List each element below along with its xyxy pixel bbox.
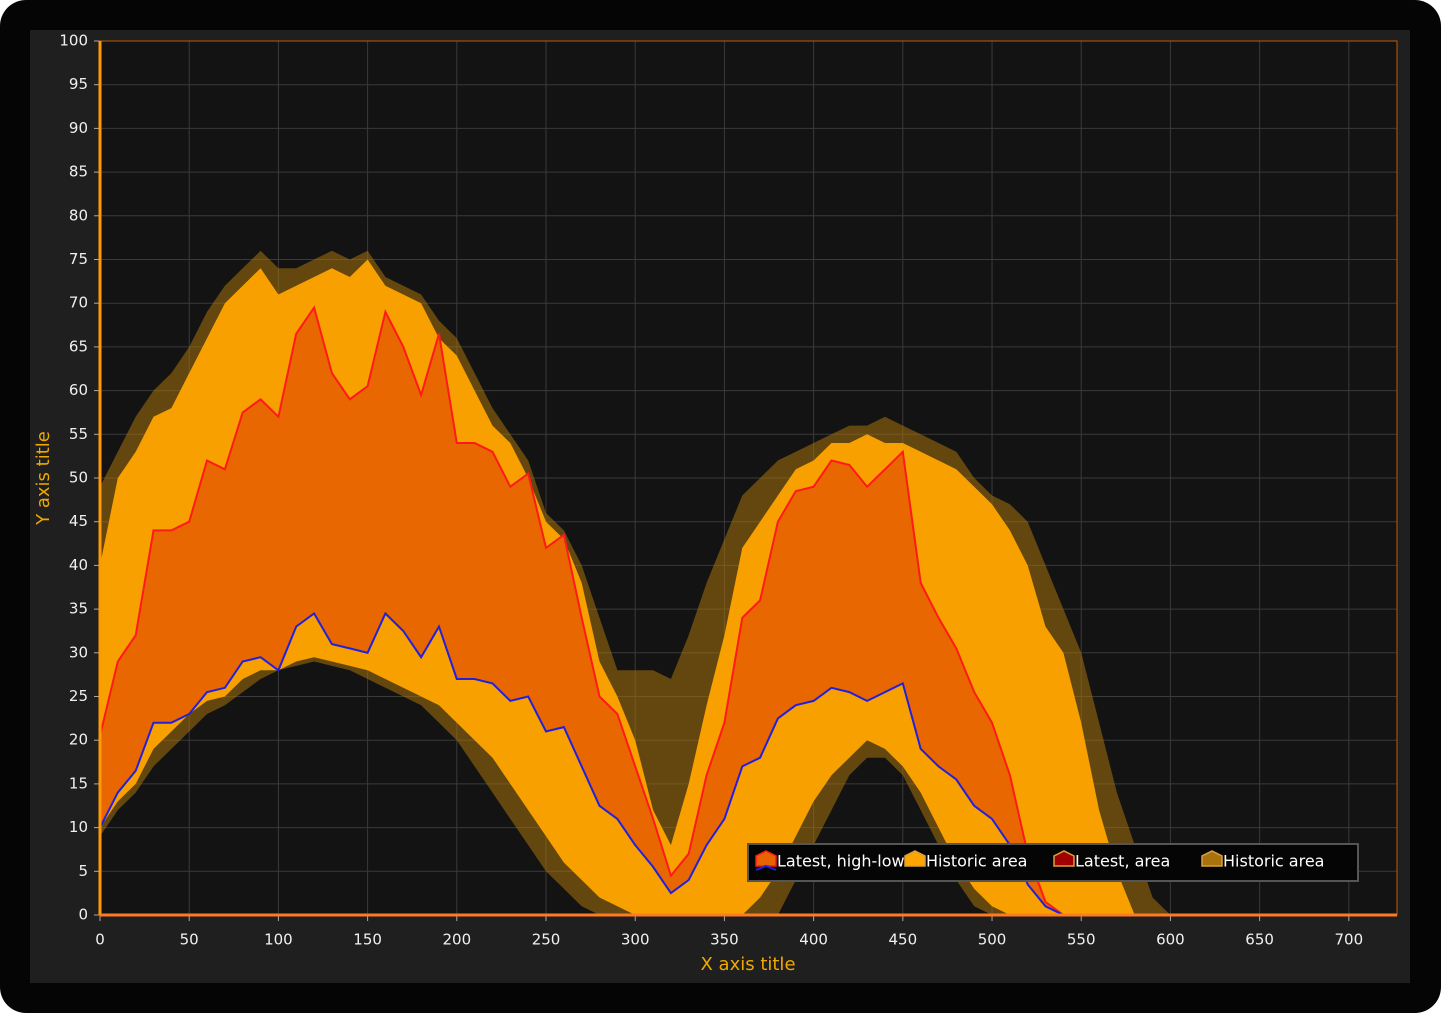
y-tick-label: 35	[69, 600, 88, 618]
y-tick-label: 85	[69, 163, 88, 181]
y-tick-label: 0	[78, 906, 88, 924]
y-tick-label: 10	[69, 818, 88, 836]
x-tick-label: 700	[1335, 931, 1364, 949]
y-tick-label: 20	[69, 731, 88, 749]
y-tick-label: 5	[78, 862, 88, 880]
y-tick-label: 15	[69, 774, 88, 792]
legend-icon	[1201, 850, 1223, 867]
y-tick-label: 60	[69, 381, 88, 399]
x-tick-label: 50	[180, 931, 199, 949]
y-tick-label: 75	[69, 250, 88, 268]
y-tick-label: 95	[69, 75, 88, 93]
legend-label: Latest, high-low	[777, 852, 905, 871]
x-tick-label: 300	[621, 931, 650, 949]
x-tick-label: 650	[1245, 931, 1274, 949]
legend-icon	[755, 850, 777, 867]
y-tick-label: 70	[69, 294, 88, 312]
y-tick-label: 45	[69, 512, 88, 530]
y-tick-label: 100	[59, 32, 88, 50]
y-tick-label: 30	[69, 643, 88, 661]
y-tick-label: 25	[69, 687, 88, 705]
legend-icon	[1053, 850, 1075, 867]
legend-label: Historic area	[926, 852, 1027, 871]
x-tick-label: 500	[978, 931, 1007, 949]
y-axis-title: Y axis title	[33, 431, 54, 526]
x-axis-title: X axis title	[700, 954, 795, 975]
legend-label: Latest, area	[1075, 852, 1170, 871]
x-tick-label: 450	[888, 931, 917, 949]
x-tick-label: 550	[1067, 931, 1096, 949]
y-tick-label: 40	[69, 556, 88, 574]
legend: Latest, high-low Historic area Latest, are…	[747, 843, 1359, 882]
legend-icon	[904, 850, 926, 867]
y-tick-label: 65	[69, 337, 88, 355]
y-tick-label: 50	[69, 469, 88, 487]
x-tick-label: 400	[799, 931, 828, 949]
x-tick-label: 100	[264, 931, 293, 949]
y-tick-label: 80	[69, 206, 88, 224]
legend-icon-low	[755, 864, 777, 871]
x-tick-label: 0	[95, 931, 105, 949]
legend-box	[747, 843, 1359, 882]
x-tick-label: 600	[1156, 931, 1185, 949]
x-tick-label: 150	[353, 931, 382, 949]
x-tick-label: 200	[442, 931, 471, 949]
y-tick-label: 55	[69, 425, 88, 443]
band-area	[100, 307, 1385, 916]
legend-label: Historic area	[1223, 852, 1324, 871]
y-tick-label: 90	[69, 119, 88, 137]
x-tick-label: 350	[710, 931, 739, 949]
x-tick-label: 250	[532, 931, 561, 949]
